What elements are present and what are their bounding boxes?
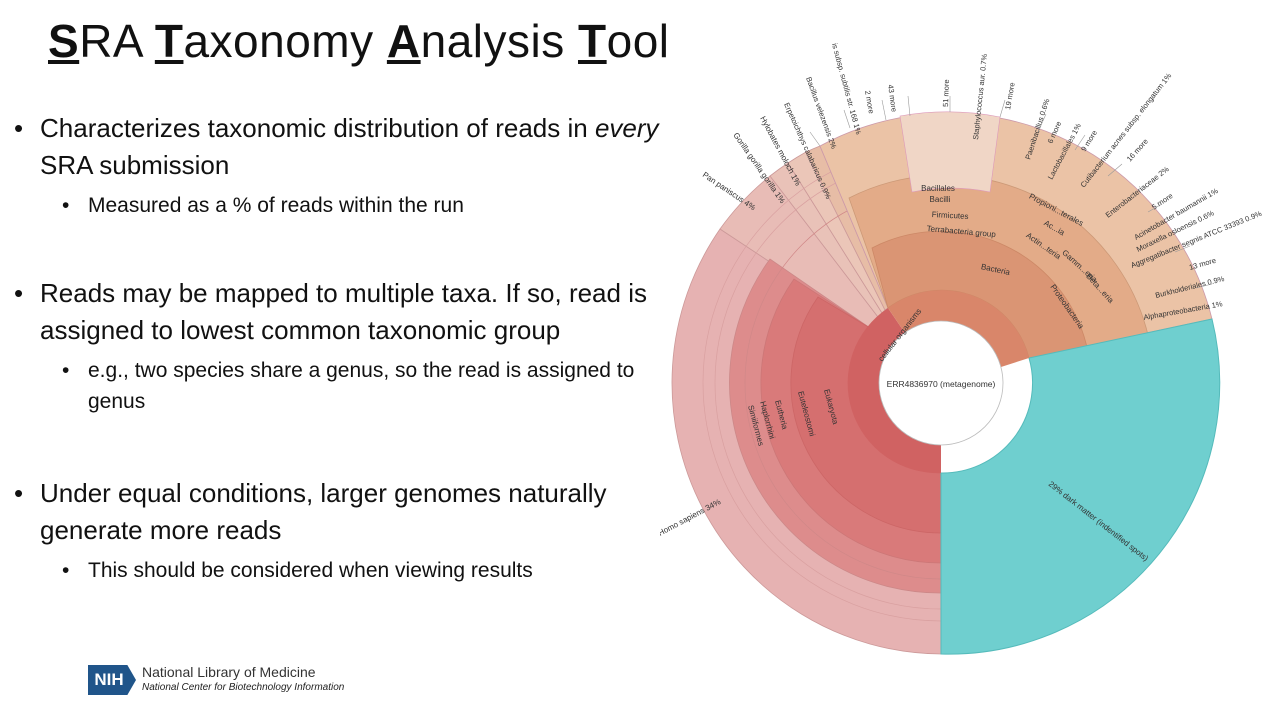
bullet-2: Reads may be mapped to multiple taxa. If… [14, 275, 674, 349]
slice-dark-matter[interactable] [940, 318, 1221, 655]
nih-logo: NIH [88, 665, 136, 695]
ring-root-bacteria [888, 290, 1029, 367]
bullet-1: Characterizes taxonomic distribution of … [14, 110, 674, 184]
center-label: ERR4836970 (metagenome) [887, 379, 996, 389]
sunburst-center[interactable] [878, 320, 1004, 446]
outer-label-19: 13 more [1188, 256, 1217, 272]
outer-label-1: Bacillus velezensis 2% [804, 76, 839, 151]
label-bacillales: Bacillales [921, 184, 955, 193]
footer-line-1: National Library of Medicine [142, 664, 316, 680]
outer-label-4: 43 more [886, 84, 899, 113]
slide-title: SRA Taxonomy Analysis Tool [48, 15, 670, 67]
label-firmicutes: Firmicutes [931, 210, 968, 221]
label-pan-paniscus: Pan paniscus 4% [701, 170, 757, 212]
bullet-2-sub: e.g., two species share a genus, so the … [14, 355, 674, 417]
outer-label-13: 16 more [1125, 137, 1150, 163]
leader-lines [809, 95, 1213, 289]
outer-label-5: 51 more [941, 79, 951, 107]
outer-label-2: is subsp. subtilis str. 168 1% [830, 42, 863, 136]
bullet-3-sub: This should be considered when viewing r… [14, 555, 674, 586]
outer-label-11: 9 more [1079, 128, 1099, 153]
bullet-3: Under equal conditions, larger genomes n… [14, 475, 674, 549]
bullet-1-sub: Measured as a % of reads within the run [14, 190, 674, 221]
ring-root-eukaryota [847, 308, 941, 474]
footer-line-2: National Center for Biotechnology Inform… [142, 682, 345, 693]
outer-label-7: 19 more [1003, 82, 1017, 111]
outer-label-3: 2 more [863, 90, 876, 115]
label-bacilli: Bacilli [930, 195, 951, 204]
ring-bacilli-patch [899, 111, 1001, 193]
taxonomy-sunburst-chart[interactable]: ERR4836970 (metagenome) cellular organis… [660, 40, 1270, 660]
nlm-footer: NIH National Library of Medicine Nationa… [88, 665, 344, 695]
bullet-list: Characterizes taxonomic distribution of … [14, 110, 674, 586]
bacteria-rings [819, 111, 1213, 359]
